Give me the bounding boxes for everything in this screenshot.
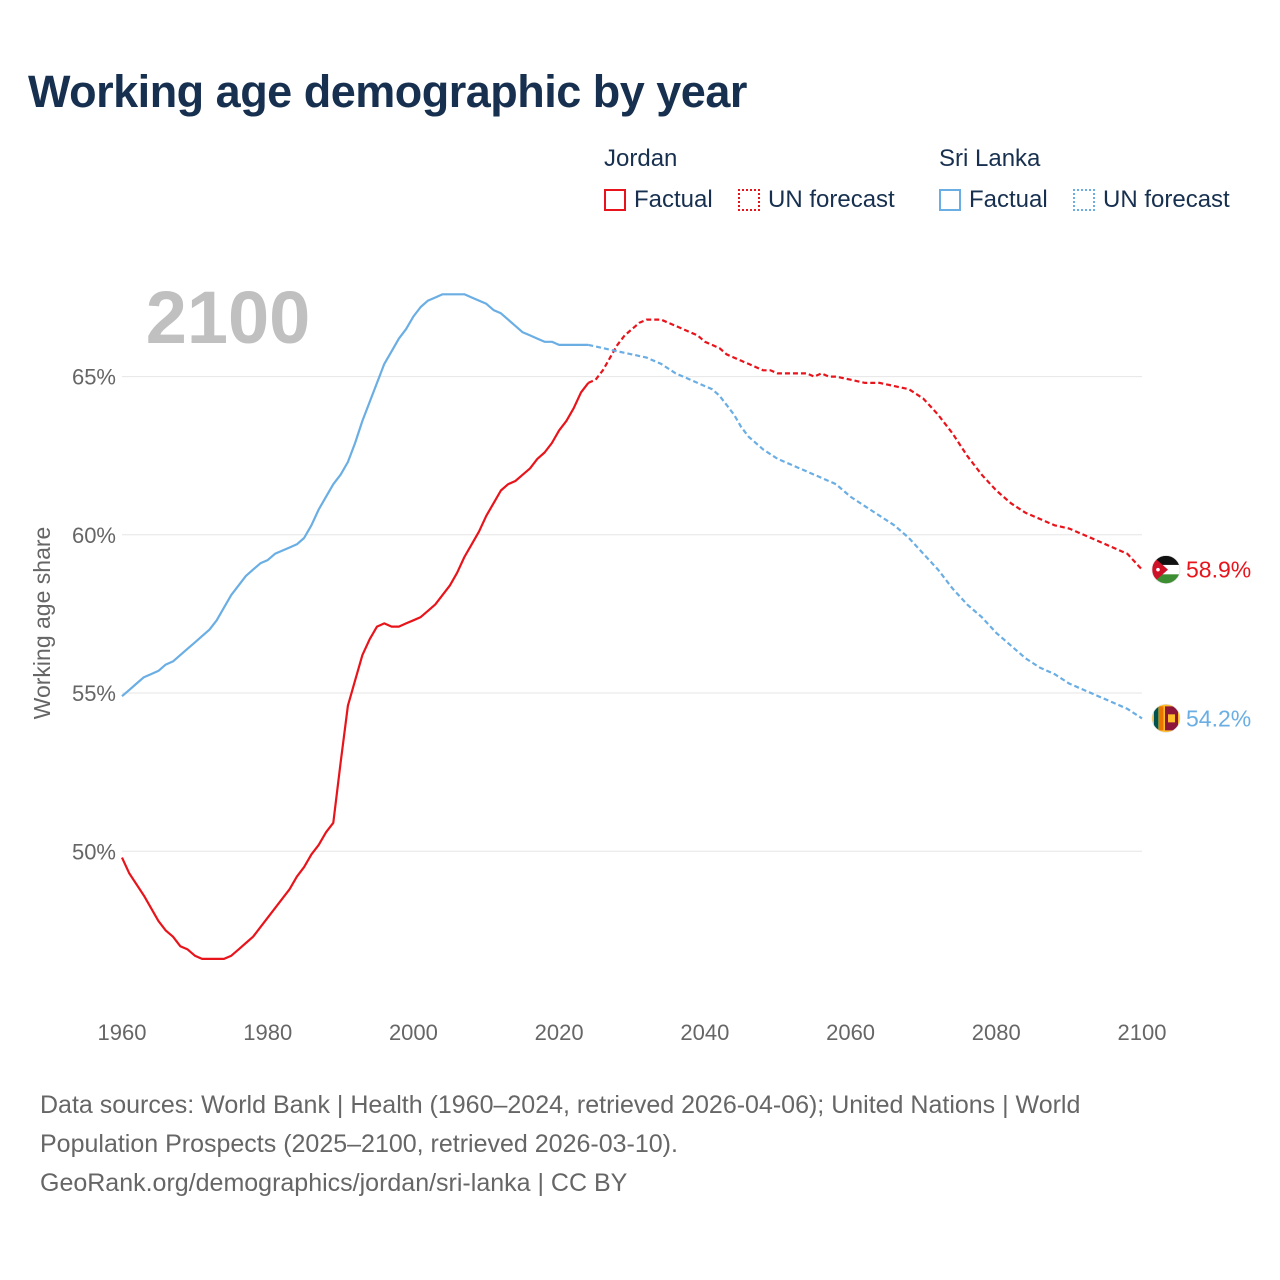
y-tick-label: 50% [72,839,116,864]
footer-source-line-1: Data sources: World Bank | Health (1960–… [40,1091,1081,1119]
jordan-flag-icon [1151,555,1181,584]
legend-swatch-dotted-icon [1073,189,1095,211]
y-axis-title: Working age share [29,527,55,720]
legend-item-jordan-forecast[interactable]: UN forecast [738,186,895,214]
footer-source-line-2: Population Prospects (2025–2100, retriev… [40,1130,678,1158]
legend-label-sri-lanka-factual: Factual [969,186,1048,213]
series-line-jordan-factual [121,382,590,960]
x-tick-label: 1980 [243,1020,292,1045]
end-value-label-sri-lanka: 54.2% [1186,705,1251,731]
year-watermark: 2100 [146,276,311,359]
y-tick-label: 55% [72,681,116,706]
legend-label-jordan-factual: Factual [634,186,713,213]
legend-swatch-solid-icon [939,189,961,211]
legend-item-jordan-factual[interactable]: Factual [604,186,713,214]
legend-country-sri-lanka: Sri Lanka [939,145,1041,172]
legend-swatch-solid-icon [604,189,626,211]
footer: Data sources: World Bank | Health (1960–… [40,1086,1220,1203]
legend-label-sri-lanka-forecast: UN forecast [1103,186,1230,213]
y-tick-label: 60% [72,523,116,548]
legend-country-jordan: Jordan [604,145,678,172]
x-tick-label: 2000 [389,1020,438,1045]
x-tick-label: 2040 [680,1020,729,1045]
series-line-jordan-forecast [587,318,1143,571]
footer-attribution: GeoRank.org/demographics/jordan/sri-lank… [40,1169,628,1197]
legend-swatch-dotted-icon [738,189,760,211]
legend-item-sri-lanka-forecast[interactable]: UN forecast [1073,186,1230,214]
chart-title: Working age demographic by year [28,66,747,117]
x-tick-label: 2100 [1118,1020,1167,1045]
x-tick-label: 2080 [972,1020,1021,1045]
x-tick-label: 1960 [98,1020,147,1045]
series-line-sri-lanka-forecast [588,343,1143,720]
x-tick-label: 2060 [826,1020,875,1045]
legend-label-jordan-forecast: UN forecast [768,186,895,213]
y-tick-label: 65% [72,365,116,390]
x-tick-label: 2020 [535,1020,584,1045]
sri-lanka-flag-icon [1151,704,1181,733]
line-chart: 2100 Working age share 50% 55% 60% 65% 1960 1… [29,276,1251,1045]
series-line-sri-lanka-factual [121,293,589,698]
legend-item-sri-lanka-factual[interactable]: Factual [939,186,1048,214]
end-value-label-jordan: 58.9% [1186,557,1251,583]
